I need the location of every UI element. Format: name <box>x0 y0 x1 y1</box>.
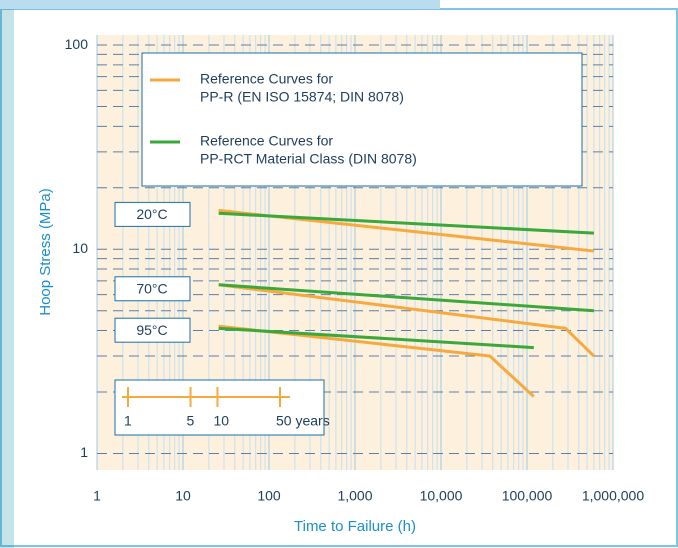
legend-label: PP-R (EN ISO 15874; DIN 8078) <box>200 89 404 105</box>
legend-label: Reference Curves for <box>200 133 333 149</box>
x-axis-title: Time to Failure (h) <box>294 518 416 535</box>
curves <box>218 208 595 398</box>
y-tick-label: 100 <box>65 36 89 52</box>
curve <box>218 283 595 313</box>
temperature-label: 70°C <box>136 280 167 296</box>
y-tick-label: 10 <box>72 240 88 256</box>
curve <box>218 211 595 235</box>
time-scale-label: 1 <box>124 413 132 429</box>
y-axis-title: Hoop Stress (MPa) <box>37 188 54 316</box>
temperature-box <box>114 317 191 343</box>
x-tick-label: 10 <box>175 488 191 504</box>
curve <box>218 326 534 350</box>
time-scale-label: 10 <box>213 413 229 429</box>
x-tick-label: 1,000,000 <box>582 488 644 504</box>
x-tick-label: 1 <box>93 488 101 504</box>
temperature-box <box>114 276 191 302</box>
time-scale-label: 50 years <box>276 413 330 429</box>
y-tick-label: 1 <box>80 444 88 460</box>
side-strip <box>0 0 14 548</box>
time-scale-label: 5 <box>187 413 195 429</box>
x-tick-label: 100 <box>257 488 281 504</box>
curve <box>218 283 595 358</box>
temperature-label: 95°C <box>136 322 167 338</box>
x-tick-label: 1,000 <box>337 488 372 504</box>
legend-label: PP-RCT Material Class (DIN 8078) <box>200 151 417 167</box>
x-tick-label: 100,000 <box>502 488 553 504</box>
legend-box <box>141 52 583 187</box>
time-scale-box <box>114 379 325 436</box>
curve <box>218 324 535 398</box>
temperature-box <box>114 201 191 227</box>
temperature-label: 20°C <box>136 206 167 222</box>
overlay: 20°C 70°C 95°C Reference Curves for PP-R (EN… <box>114 52 583 436</box>
top-tab <box>0 0 440 9</box>
legend-label: Reference Curves for <box>200 71 333 87</box>
x-tick-label: 10,000 <box>420 488 463 504</box>
